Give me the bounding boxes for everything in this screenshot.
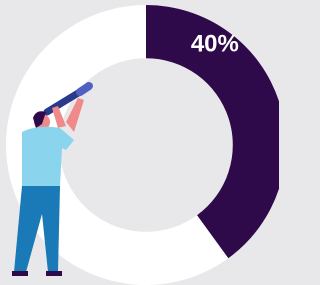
telescope-lens [80, 86, 89, 92]
value-label: 40% [191, 30, 239, 57]
chart: 40% [0, 0, 279, 285]
